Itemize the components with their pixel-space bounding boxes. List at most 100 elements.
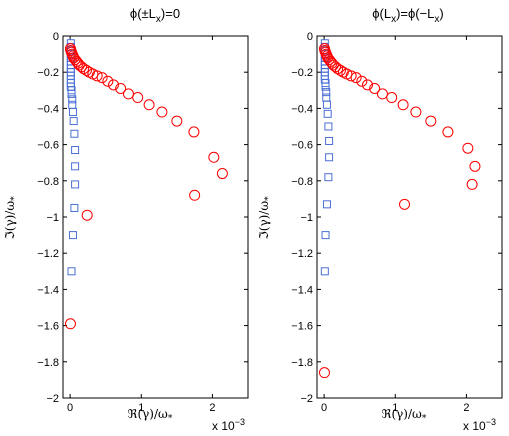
right-square-marker: [324, 122, 333, 131]
left-x-axis-label: ℜ(γ)/ω*: [128, 407, 173, 424]
left-y-tick-label: −0.8: [37, 176, 59, 188]
left-square-marker: [68, 231, 77, 240]
left-square-marker: [69, 117, 78, 126]
right-markers: [318, 39, 481, 379]
right-circle-marker: [442, 126, 454, 138]
right-circle-marker: [462, 142, 474, 154]
left-circle-marker: [189, 189, 201, 201]
right-square-marker: [325, 136, 334, 145]
left-y-tick-label: −2: [46, 393, 59, 405]
right-plot-frame: [316, 35, 503, 399]
right-circle-marker: [369, 82, 381, 94]
left-circle-marker: [188, 126, 200, 138]
right-circle-marker: [425, 115, 437, 127]
right-x-multiplier: x 10−3: [463, 417, 496, 433]
right-circle-marker: [356, 75, 368, 87]
left-y-tick-label: −1.8: [37, 357, 59, 369]
left-square-marker: [67, 267, 76, 276]
right-x-axis-label: ℜ(γ)/ω*: [382, 407, 427, 424]
left-circle-marker: [216, 168, 228, 180]
right-circle-marker: [397, 99, 409, 111]
left-circle-marker: [132, 92, 144, 104]
left-y-tick-label: −0.6: [37, 140, 59, 152]
right-x-tick-label: 2: [463, 402, 469, 414]
right-circle-marker: [334, 64, 346, 76]
left-circle-marker: [80, 64, 92, 76]
left-square-marker: [68, 95, 77, 104]
right-y-tick-label: −0.8: [291, 176, 313, 188]
left-circle-marker: [171, 115, 183, 127]
right-circle-marker: [399, 198, 411, 210]
right-x-ticks: 0 1 2: [321, 36, 469, 414]
right-circle-marker: [345, 70, 357, 82]
left-square-marker: [71, 162, 80, 171]
right-y-tick-label: −1: [300, 212, 313, 224]
right-square-marker: [320, 267, 329, 276]
right-circle-marker: [350, 72, 362, 84]
right-x-tick-label: 1: [392, 402, 398, 414]
right-square-marker: [324, 173, 333, 182]
right-circle-marker: [376, 88, 388, 100]
right-y-tick-label: 0: [307, 31, 313, 43]
left-circle-marker: [102, 75, 114, 87]
left-y-tick-label: −1.4: [37, 284, 59, 296]
left-circle-marker: [64, 318, 76, 330]
left-circle-marker: [122, 88, 134, 100]
right-circle-marker: [466, 178, 478, 190]
right-y-tick-label: −1.6: [291, 321, 313, 333]
right-square-marker: [325, 153, 334, 162]
left-circle-marker: [156, 106, 168, 118]
left-circle-marker: [73, 59, 85, 71]
left-square-marker: [68, 108, 77, 117]
left-circle-marker: [96, 72, 108, 84]
right-y-tick-label: −0.4: [291, 103, 313, 115]
left-panel: ϕ(±Lx)=0 0 −0.2 −0.4 −0.6 −0.8 −1 −1.2 −1.4 −1.6…: [3, 6, 249, 433]
right-circle-marker: [410, 106, 422, 118]
left-x-tick-label: 0: [67, 402, 73, 414]
right-y-axis-label: ℑ(γ)/ω*: [257, 196, 274, 240]
left-plot-frame: [62, 35, 249, 399]
left-square-marker: [70, 203, 79, 212]
left-circle-marker: [108, 79, 120, 91]
left-y-tick-label: −1: [46, 212, 59, 224]
left-y-tick-label: 0: [53, 31, 59, 43]
left-circle-marker: [208, 151, 220, 163]
right-square-marker: [321, 82, 330, 91]
left-x-multiplier: x 10−3: [212, 417, 245, 433]
right-y-tick-label: −1.2: [291, 248, 313, 260]
right-square-marker: [322, 88, 331, 97]
left-x-tick-label: 1: [138, 402, 144, 414]
left-markers: [64, 39, 228, 330]
left-circle-marker: [78, 63, 90, 75]
left-y-tick-label: −0.2: [37, 67, 59, 79]
left-circle-marker: [143, 99, 155, 111]
left-title: ϕ(±Lx)=0: [130, 6, 180, 25]
left-square-marker: [71, 180, 80, 189]
left-y-ticks: 0 −0.2 −0.4 −0.6 −0.8 −1 −1.2 −1.4 −1.6 −1.8 −2: [37, 31, 248, 405]
left-circle-marker: [115, 82, 127, 94]
right-panel: ϕ(Lx)=ϕ(−Lx) 0 −0.2 −0.4 −0.6 −0.8 −1 −1.2 −1.4…: [257, 6, 503, 433]
right-circle-marker: [327, 59, 339, 71]
right-circle-marker: [469, 160, 481, 172]
right-x-tick-label: 0: [321, 402, 327, 414]
left-square-marker: [70, 129, 79, 138]
right-square-marker: [322, 200, 331, 209]
right-circle-marker: [332, 63, 344, 75]
left-y-tick-label: −0.4: [37, 103, 59, 115]
right-circle-marker: [362, 79, 374, 91]
right-circle-marker: [386, 92, 398, 104]
left-circle-marker: [91, 70, 103, 82]
left-circle-marker: [81, 209, 93, 221]
right-y-tick-label: −1.8: [291, 357, 313, 369]
right-square-marker: [323, 109, 332, 118]
left-square-marker: [67, 89, 76, 98]
right-circle-marker: [318, 367, 330, 379]
left-square-marker: [71, 146, 80, 155]
left-y-axis-label: ℑ(γ)/ω*: [3, 196, 20, 240]
right-square-marker: [322, 100, 331, 109]
left-y-tick-label: −1.2: [37, 248, 59, 260]
right-y-ticks: 0 −0.2 −0.4 −0.6 −0.8 −1 −1.2 −1.4 −1.6 −1.8 −2: [291, 31, 502, 405]
right-title: ϕ(Lx)=ϕ(−Lx): [372, 6, 444, 25]
right-y-tick-label: −1.4: [291, 284, 313, 296]
